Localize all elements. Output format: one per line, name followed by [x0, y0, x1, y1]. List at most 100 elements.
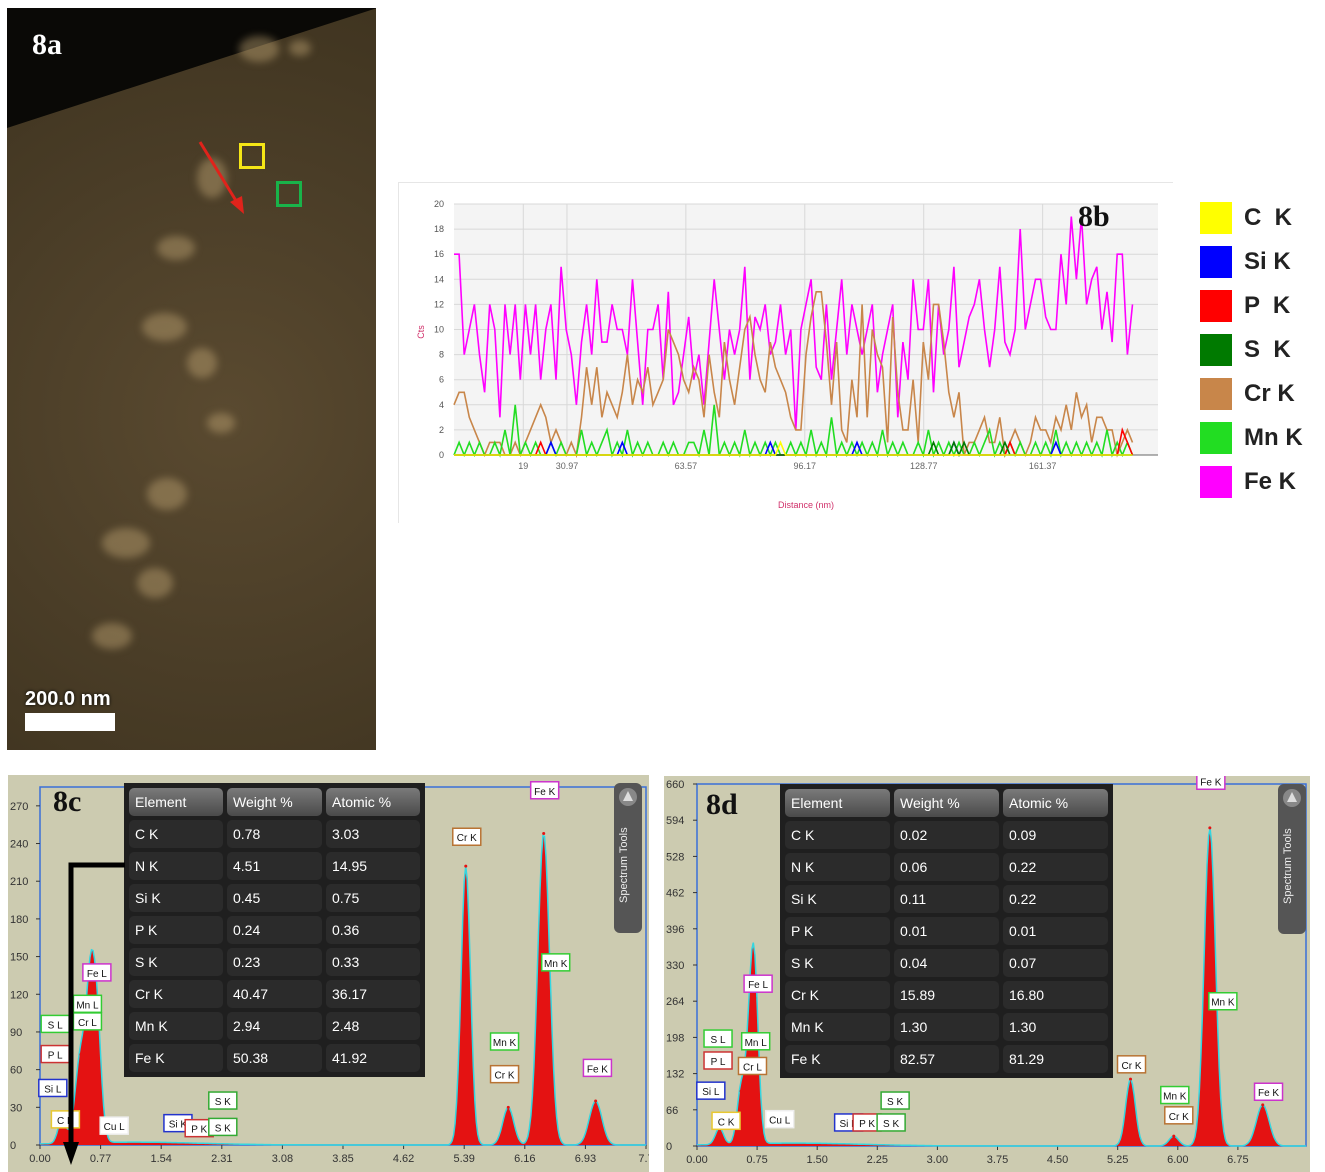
legend-item: Fe K	[1200, 460, 1303, 504]
table-cell: 0.22	[1003, 885, 1108, 913]
peak-label-text: Si K	[839, 1119, 858, 1130]
peak-label-text: Si L	[702, 1087, 720, 1098]
y-tick-label: 210	[10, 876, 28, 888]
panel-label-8a: 8a	[32, 28, 62, 61]
x-tick-label: 4.50	[1047, 1154, 1068, 1166]
peak-label: Fe K	[1253, 1082, 1284, 1101]
peak-point	[506, 1105, 510, 1109]
peak-label-text: C K	[718, 1117, 735, 1128]
peak-point	[1172, 1134, 1176, 1138]
peak-label: Cr K	[489, 1064, 520, 1084]
table-row: P K 0.24 0.36	[127, 914, 422, 946]
peak-label: Si L	[38, 1078, 68, 1098]
legend-swatch	[1200, 202, 1232, 234]
spectrum-panel-c: 0 30 60 90 120 150 180 210 240 270 0.00 0.77 1.54 2.3…	[8, 775, 649, 1172]
y-tick-label: 2	[439, 425, 444, 435]
peak-label-text: C K	[57, 1116, 74, 1127]
y-tick-label: 10	[434, 325, 444, 335]
peak-label: Cr L	[737, 1056, 768, 1076]
y-tick-label: 16	[434, 249, 444, 259]
spectrum-tools-icon	[1283, 789, 1301, 807]
peak-label-text: Cu L	[104, 1122, 126, 1133]
y-tick-label: 4	[439, 400, 444, 410]
y-tick-label: 18	[434, 224, 444, 234]
precipitate	[207, 413, 235, 433]
peak-label: Mn L	[740, 1032, 771, 1051]
peak-label-text: P K	[859, 1119, 875, 1130]
peak-label-text: Cu L	[769, 1116, 791, 1127]
peak-label: Cr K	[1164, 1106, 1194, 1125]
peak-label-box	[489, 1064, 520, 1084]
table-row: N K 0.06 0.22	[783, 851, 1110, 883]
table-cell: C K	[129, 820, 223, 848]
peak-label-box	[703, 1029, 733, 1048]
y-tick-label: 66	[666, 1105, 678, 1117]
legend-item: S K	[1200, 328, 1303, 372]
peak-label-text: Cr L	[78, 1018, 97, 1029]
x-axis-label: Distance (nm)	[778, 500, 834, 510]
scale-bar-label: 200.0 nm	[25, 688, 111, 710]
legend-label: P K	[1244, 292, 1291, 319]
dark-corner	[7, 8, 376, 128]
peak-label-box	[743, 974, 773, 993]
peak-label-box	[764, 1109, 795, 1129]
table-cell: 0.22	[1003, 853, 1108, 881]
spectrum-tools-button[interactable]: Spectrum Tools	[1278, 784, 1306, 934]
peak-label-text: Fe K	[1200, 777, 1221, 788]
peak-label-text: Fe K	[1258, 1088, 1279, 1099]
x-tick-label: 0.00	[29, 1153, 50, 1165]
peak-point	[739, 1089, 743, 1093]
x-tick-label: 6.93	[575, 1153, 596, 1165]
table-cell: 16.80	[1003, 981, 1108, 1009]
x-tick-label: 161.37	[1029, 461, 1057, 471]
spectrum-tools-button[interactable]: Spectrum Tools	[614, 783, 642, 933]
peak-label-box	[696, 1081, 726, 1100]
table-cell: 0.75	[326, 884, 420, 912]
peak-label: Cu L	[99, 1116, 129, 1135]
peak-label-text: Fe L	[748, 980, 768, 991]
peak-label-box	[529, 781, 560, 800]
x-tick-label: 3.08	[272, 1153, 293, 1165]
precipitate	[289, 40, 311, 56]
peak-label-text: Mn L	[745, 1038, 768, 1049]
table-row: Si K 0.11 0.22	[783, 883, 1110, 915]
x-tick-label: 6.16	[514, 1153, 535, 1165]
legend-label: Fe K	[1244, 468, 1297, 495]
table-cell: 82.57	[894, 1045, 999, 1073]
green-marker-box	[276, 181, 302, 207]
y-tick-label: 660	[666, 779, 684, 791]
table-cell: 0.04	[894, 949, 999, 977]
peak-label-text: Mn K	[1163, 1092, 1187, 1103]
table-cell: 41.92	[326, 1044, 420, 1072]
precipitate	[92, 623, 132, 649]
spectrum-outline	[697, 828, 1306, 1147]
peak-label-text: S K	[215, 1097, 231, 1108]
table-cell: 0.24	[227, 916, 322, 944]
peak-label-box	[1116, 1055, 1147, 1074]
spectrum-area	[697, 828, 1306, 1146]
table-cell: Cr K	[129, 980, 223, 1008]
peak-label: Si L	[696, 1081, 726, 1100]
peak-label-text: S K	[887, 1097, 903, 1108]
x-tick-label: 5.39	[453, 1153, 474, 1165]
table-row: S K 0.23 0.33	[127, 946, 422, 978]
table-row: Cr K 15.89 16.80	[783, 979, 1110, 1011]
peak-label-box	[1253, 1082, 1284, 1101]
composition-table-d: Element Weight % Atomic % C K 0.02 0.09 N K 0.0…	[780, 784, 1113, 1078]
legend-swatch	[1200, 422, 1232, 454]
panel-label-8b: 8b	[1078, 200, 1110, 233]
table-row: Fe K 50.38 41.92	[127, 1042, 422, 1074]
precipitate	[142, 313, 187, 341]
peak-label-box	[38, 1078, 68, 1098]
peak-label-text: S K	[215, 1123, 231, 1134]
x-tick-label: 96.17	[794, 461, 817, 471]
table-cell: S K	[129, 948, 223, 976]
table-cell: 14.95	[326, 852, 420, 880]
table-cell: 0.01	[894, 917, 999, 945]
table-cell: 0.33	[326, 948, 420, 976]
peak-label: Cr L	[72, 1012, 103, 1031]
table-cell: S K	[785, 949, 890, 977]
peak-label-text: Mn K	[493, 1038, 517, 1049]
peak-label-text: Fe L	[87, 969, 107, 980]
peak-label-text: Mn K	[1211, 998, 1235, 1009]
